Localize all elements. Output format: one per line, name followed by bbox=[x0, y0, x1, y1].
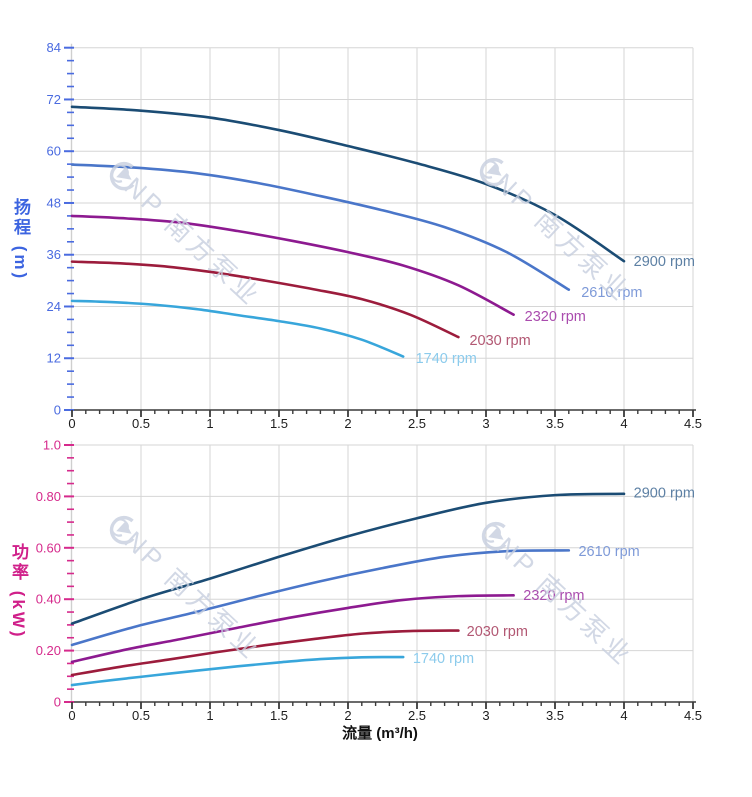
x-tick-label: 3 bbox=[482, 708, 489, 723]
y-tick-label: 24 bbox=[47, 299, 61, 314]
power-flow-chart: 0 0.20 0.40 0.60 0.80 1.0 0 0.5 1 1.5 2 2.5 3 3.5 4 4.5… bbox=[36, 438, 702, 724]
flow-axis-title: 流量 (m³/h) bbox=[342, 725, 418, 742]
x-tick-label: 2.5 bbox=[408, 416, 426, 431]
y-tick-label: 0.60 bbox=[36, 540, 61, 555]
series-label-2320-rpm: 2320 rpm bbox=[525, 309, 586, 325]
x-tick-label: 3.5 bbox=[546, 708, 564, 723]
y-tick-label: 1.0 bbox=[43, 438, 61, 453]
x-tick-label: 3 bbox=[482, 416, 489, 431]
x-tick-label: 0 bbox=[68, 416, 75, 431]
series-label-1740-rpm: 1740 rpm bbox=[413, 651, 474, 667]
y-tick-label: 0.40 bbox=[36, 592, 61, 607]
series-label-2030-rpm: 2030 rpm bbox=[467, 624, 528, 640]
curve-1740-rpm bbox=[70, 299, 405, 358]
x-tick-label: 1 bbox=[206, 416, 213, 431]
series-label-2610-rpm: 2610 rpm bbox=[581, 285, 642, 301]
cnp-logo-icon bbox=[482, 521, 507, 550]
x-tick-label: 1.5 bbox=[270, 708, 288, 723]
head-axis-title: 扬程 (m) bbox=[11, 198, 30, 282]
series-label-2320-rpm: 2320 rpm bbox=[523, 588, 584, 604]
x-tick-label: 2 bbox=[344, 708, 351, 723]
head-flow-chart: 0 12 24 36 48 60 72 84 0 0.5 1 1.5 2 2.5 3 3.5 4 4.5 2900 … bbox=[47, 40, 703, 431]
y-tick-label: 0 bbox=[54, 695, 61, 710]
y-tick-label: 60 bbox=[47, 144, 61, 159]
y-tick-label: 0.80 bbox=[36, 489, 61, 504]
curve-2320-rpm bbox=[70, 594, 515, 664]
y-tick-label: 48 bbox=[47, 195, 61, 210]
x-tick-label: 0.5 bbox=[132, 416, 150, 431]
curve-2900-rpm bbox=[70, 492, 626, 625]
y-tick-label: 0.20 bbox=[36, 643, 61, 658]
cnp-logo-icon bbox=[110, 161, 135, 190]
x-tick-label: 4.5 bbox=[684, 708, 702, 723]
cnp-logo-icon bbox=[480, 157, 505, 186]
watermark: CNP 南方泵业 bbox=[471, 148, 641, 310]
curve-1740-rpm bbox=[70, 655, 405, 687]
x-tick-label: 0.5 bbox=[132, 708, 150, 723]
y-tick-label: 84 bbox=[47, 40, 61, 55]
curve-2900-rpm bbox=[70, 105, 626, 263]
curve-2610-rpm bbox=[70, 549, 571, 647]
watermark: CNP 南方泵业 bbox=[473, 512, 643, 674]
x-tick-label: 0 bbox=[68, 708, 75, 723]
y-tick-label: 72 bbox=[47, 92, 61, 107]
y-tick-label: 0 bbox=[54, 403, 61, 418]
watermark: CNP 南方泵业 bbox=[101, 152, 271, 314]
x-tick-label: 4.5 bbox=[684, 416, 702, 431]
y-tick-label: 12 bbox=[47, 351, 61, 366]
x-tick-label: 1 bbox=[206, 708, 213, 723]
x-tick-label: 2.5 bbox=[408, 708, 426, 723]
cnp-logo-icon bbox=[110, 515, 135, 544]
x-tick-label: 1.5 bbox=[270, 416, 288, 431]
watermark: CNP 南方泵业 bbox=[101, 506, 271, 668]
x-tick-label: 4 bbox=[620, 416, 627, 431]
curve-2030-rpm bbox=[70, 260, 460, 339]
y-tick-label: 36 bbox=[47, 247, 61, 262]
x-tick-label: 2 bbox=[344, 416, 351, 431]
series-label-2610-rpm: 2610 rpm bbox=[578, 544, 639, 560]
curve-2030-rpm bbox=[70, 629, 460, 677]
power-axis-title: 功率 (kW) bbox=[9, 543, 28, 640]
curve-2320-rpm bbox=[70, 214, 515, 316]
series-label-1740-rpm: 1740 rpm bbox=[416, 351, 477, 367]
curve-2610-rpm bbox=[70, 163, 571, 291]
series-label-2900-rpm: 2900 rpm bbox=[634, 486, 695, 502]
x-tick-label: 4 bbox=[620, 708, 627, 723]
x-tick-label: 3.5 bbox=[546, 416, 564, 431]
series-label-2900-rpm: 2900 rpm bbox=[634, 254, 695, 270]
series-label-2030-rpm: 2030 rpm bbox=[469, 333, 530, 349]
